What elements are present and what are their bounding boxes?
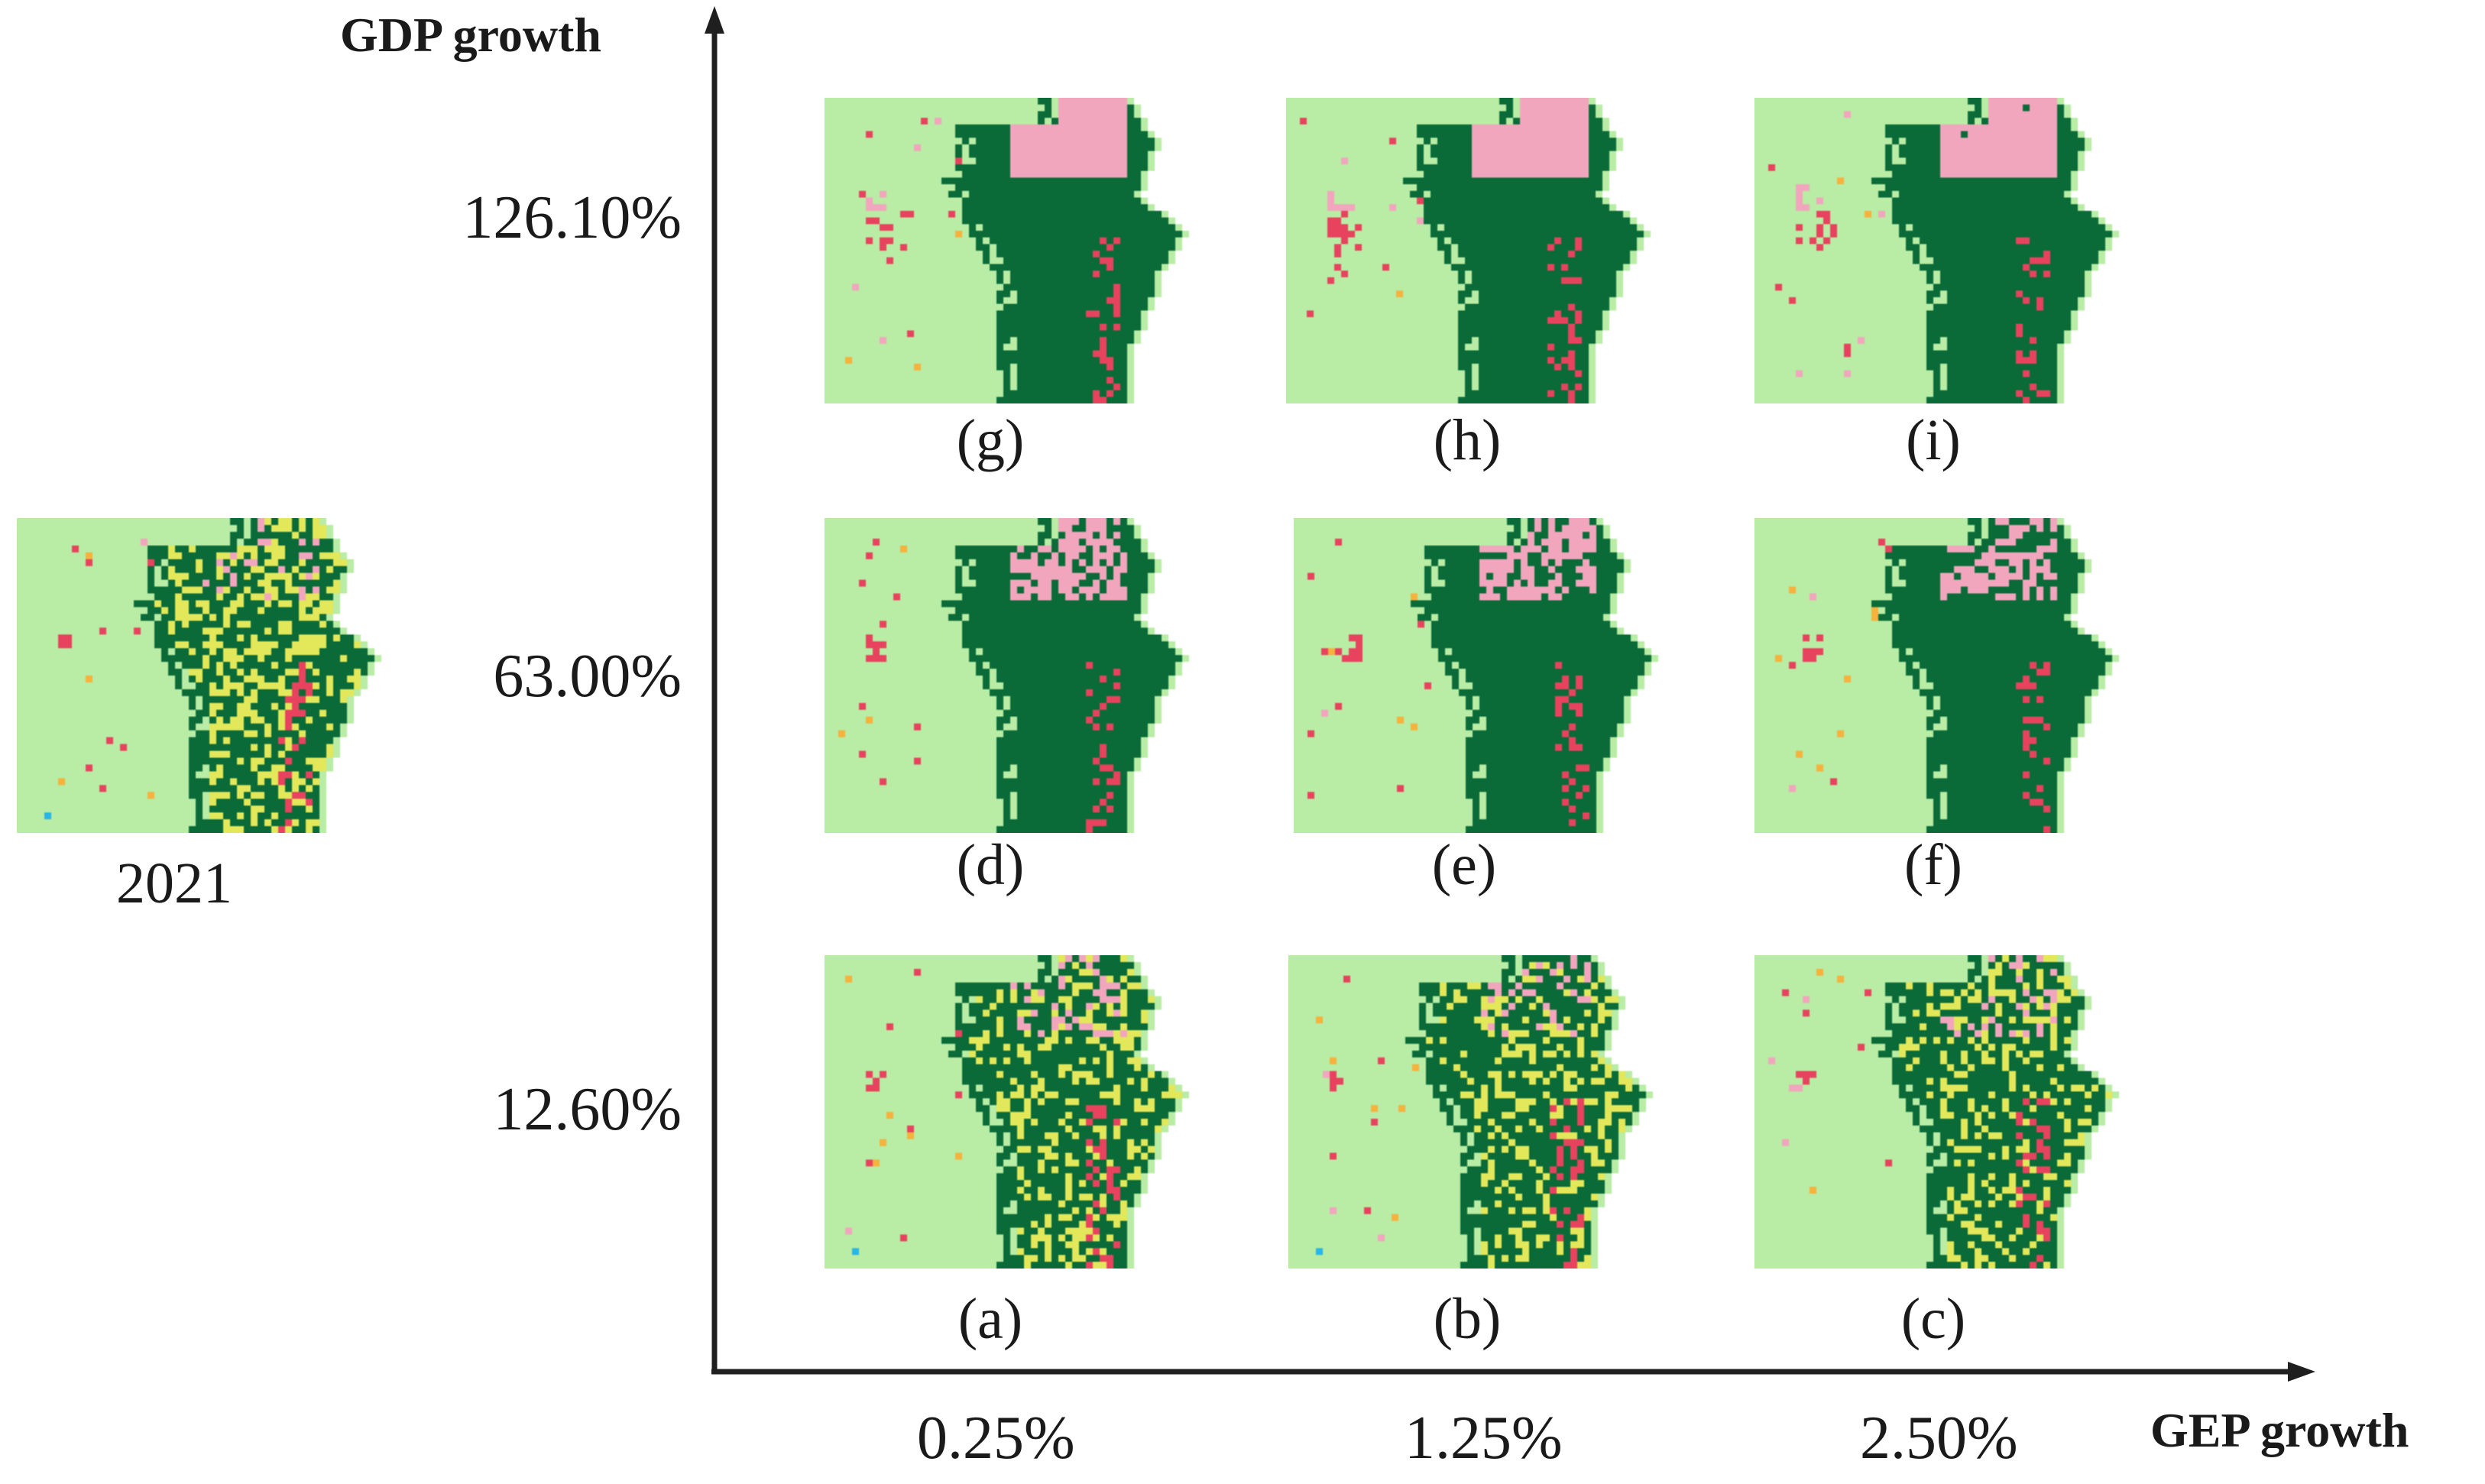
x-axis-title: GEP growth bbox=[2150, 1403, 2409, 1457]
map-b bbox=[1288, 955, 1701, 1269]
map-f bbox=[1754, 518, 2167, 833]
map-e-canvas bbox=[1294, 518, 1706, 833]
label-i: (i) bbox=[1906, 408, 1961, 472]
label-a: (a) bbox=[957, 1287, 1023, 1351]
y-tick-12: 12.60% bbox=[493, 1076, 682, 1143]
map-i bbox=[1754, 98, 2167, 403]
map-a bbox=[825, 955, 1237, 1269]
label-h: (h) bbox=[1433, 408, 1502, 472]
label-b: (b) bbox=[1433, 1287, 1502, 1351]
map-2021-caption: 2021 bbox=[116, 851, 232, 915]
map-h-canvas bbox=[1286, 98, 1699, 403]
x-tick-250: 2.50% bbox=[1860, 1405, 2018, 1472]
map-2021 bbox=[17, 518, 429, 833]
map-e bbox=[1294, 518, 1706, 833]
map-f-canvas bbox=[1754, 518, 2167, 833]
y-tick-126: 126.10% bbox=[462, 184, 682, 251]
label-c: (c) bbox=[1900, 1287, 1966, 1351]
map-d-canvas bbox=[825, 518, 1237, 833]
map-c bbox=[1754, 955, 2167, 1269]
x-tick-025: 0.25% bbox=[917, 1405, 1075, 1472]
y-axis-arrowhead bbox=[705, 6, 724, 34]
label-g: (g) bbox=[956, 408, 1025, 472]
label-f: (f) bbox=[1904, 833, 1962, 897]
x-axis-arrowhead bbox=[2288, 1362, 2315, 1382]
map-h bbox=[1286, 98, 1699, 403]
map-g bbox=[825, 98, 1237, 403]
y-axis-title: GDP growth bbox=[340, 8, 601, 62]
map-i-canvas bbox=[1754, 98, 2167, 403]
map-g-canvas bbox=[825, 98, 1237, 403]
x-tick-125: 1.25% bbox=[1404, 1405, 1563, 1472]
map-d bbox=[825, 518, 1237, 833]
map-2021-canvas bbox=[17, 518, 429, 833]
label-d: (d) bbox=[956, 833, 1025, 897]
y-tick-63: 63.00% bbox=[493, 643, 682, 710]
map-a-canvas bbox=[825, 955, 1237, 1269]
map-c-canvas bbox=[1754, 955, 2167, 1269]
map-b-canvas bbox=[1288, 955, 1701, 1269]
label-e: (e) bbox=[1431, 833, 1497, 897]
